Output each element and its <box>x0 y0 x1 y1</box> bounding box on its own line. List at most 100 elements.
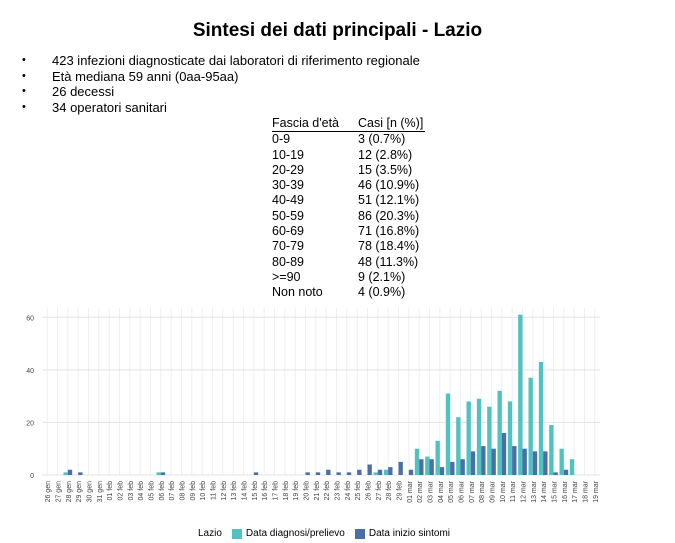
legend-label-diagnosis: Data diagnosi/prelievo <box>245 528 345 539</box>
bar-symptoms <box>305 472 310 475</box>
bar-diagnosis <box>518 314 523 475</box>
table-row: >=90 9 (2.1%) <box>272 270 425 285</box>
x-tick-label: 28 gen <box>66 481 73 503</box>
x-tick-label: 20 feb <box>304 481 311 501</box>
age-cell: Non noto <box>272 285 323 300</box>
summary-item: • 423 infezioni diagnosticate dai laborat… <box>22 53 420 68</box>
cases-cell: 3 (0.7%) <box>358 132 406 147</box>
bar-symptoms <box>315 472 321 475</box>
bullet-icon: • <box>22 69 26 82</box>
bullet-icon: • <box>22 54 26 66</box>
bar-symptoms <box>481 446 486 475</box>
bar-diagnosis <box>156 472 161 475</box>
x-tick-label: 14 feb <box>242 481 249 501</box>
bar-diagnosis <box>569 459 575 475</box>
x-tick-label: 29 gen <box>76 481 83 503</box>
age-cell: 50-59 <box>272 208 304 223</box>
age-cell: 40-49 <box>272 193 304 208</box>
x-tick-label: 04 mar <box>438 480 445 502</box>
y-tick-label: 40 <box>26 368 34 375</box>
summary-item: • Età mediana 59 anni (0aa-95aa) <box>22 68 239 84</box>
bar-symptoms <box>78 472 83 475</box>
bar-symptoms <box>429 459 434 475</box>
x-tick-label: 22 feb <box>324 481 331 501</box>
age-cell: 70-79 <box>272 239 304 254</box>
summary-item: • 26 decessi <box>22 84 115 99</box>
bar-symptoms <box>326 469 331 475</box>
bar-diagnosis <box>497 390 502 475</box>
bar-symptoms <box>253 472 259 475</box>
x-tick-label: 15 feb <box>252 481 259 501</box>
bar-symptoms <box>336 472 341 475</box>
x-tick-label: 06 mar <box>459 480 466 502</box>
cases-cell: 78 (18.4%) <box>358 239 420 254</box>
x-tick-label: 26 feb <box>366 481 373 501</box>
x-tick-label: 18 mar <box>583 480 590 502</box>
age-cell: >=90 <box>272 269 301 284</box>
bar-diagnosis <box>63 472 68 475</box>
bar-symptoms <box>367 464 372 475</box>
cases-cell: 15 (3.5%) <box>358 162 413 177</box>
bar-symptoms <box>377 469 383 475</box>
bar-symptoms <box>67 469 73 475</box>
bar-diagnosis <box>435 440 440 475</box>
table-row: Non noto 4 (0.9%) <box>272 285 425 300</box>
x-tick-label: 14 mar <box>541 480 548 502</box>
bar-diagnosis <box>445 393 451 475</box>
bar-diagnosis <box>507 401 513 475</box>
bar-diagnosis <box>466 401 471 475</box>
legend-label-symptoms: Data inizio sintomi <box>368 528 451 539</box>
x-tick-label: 24 feb <box>345 481 352 501</box>
table-row: 80-89 48 (11.3%) <box>272 255 425 270</box>
bar-symptoms <box>522 448 527 475</box>
bar-symptoms <box>357 469 362 475</box>
x-tick-label: 06 feb <box>159 481 166 501</box>
x-tick-label: 10 mar <box>500 480 507 502</box>
x-tick-label: 16 mar <box>562 480 569 502</box>
bar-symptoms <box>460 459 465 475</box>
bar-diagnosis <box>538 361 544 475</box>
x-tick-label: 29 feb <box>397 481 404 501</box>
x-tick-label: 19 mar <box>593 480 600 502</box>
table-row: 50-59 86 (20.3%) <box>272 209 425 224</box>
bar-symptoms <box>563 469 569 475</box>
x-tick-label: 11 mar <box>510 480 517 502</box>
cases-header: Casi [n (%)] <box>358 116 426 133</box>
bar-diagnosis <box>487 406 492 475</box>
x-tick-label: 07 feb <box>169 481 176 501</box>
x-tick-label: 26 gen <box>45 481 52 503</box>
table-row: 10-19 12 (2.8%) <box>272 148 425 163</box>
cases-cell: 12 (2.8%) <box>358 147 413 162</box>
x-tick-label: 31 gen <box>97 481 104 503</box>
bar-diagnosis <box>476 398 482 475</box>
bullet-icon: • <box>22 100 26 113</box>
x-tick-label: 03 mar <box>428 480 435 502</box>
age-cell: 20-29 <box>272 162 304 177</box>
legend-swatch-diagnosis <box>231 528 242 539</box>
x-tick-label: 19 feb <box>293 481 300 501</box>
x-tick-label: 12 feb <box>221 481 228 501</box>
bullet-icon: • <box>22 85 26 97</box>
bar-diagnosis <box>373 472 378 475</box>
x-tick-label: 02 mar <box>417 480 424 502</box>
age-table: Fascia d'età Casi [n (%)] 0-9 3 (0.7%) 10… <box>272 116 426 301</box>
bar-symptoms <box>419 459 424 475</box>
age-cell: 10-19 <box>272 147 304 162</box>
x-tick-label: 11 feb <box>211 481 218 500</box>
summary-list: • 423 infezioni diagnosticate dai laborat… <box>22 53 420 115</box>
x-tick-label: 09 feb <box>190 481 197 501</box>
y-tick-label: 0 <box>30 473 34 480</box>
x-tick-label: 15 mar <box>552 480 559 502</box>
x-tick-label: 17 mar <box>572 480 579 502</box>
x-tick-label: 13 feb <box>231 481 238 501</box>
bar-diagnosis <box>414 448 420 475</box>
y-tick-label: 20 <box>26 420 34 427</box>
bar-diagnosis <box>456 417 461 475</box>
bar-symptoms <box>450 461 455 475</box>
x-tick-label: 03 feb <box>128 481 135 501</box>
cases-cell: 51 (12.1%) <box>358 193 420 208</box>
x-tick-label: 05 mar <box>448 480 455 502</box>
x-tick-label: 17 feb <box>273 481 280 501</box>
x-tick-label: 04 feb <box>138 481 145 501</box>
x-tick-label: 18 feb <box>283 481 290 501</box>
